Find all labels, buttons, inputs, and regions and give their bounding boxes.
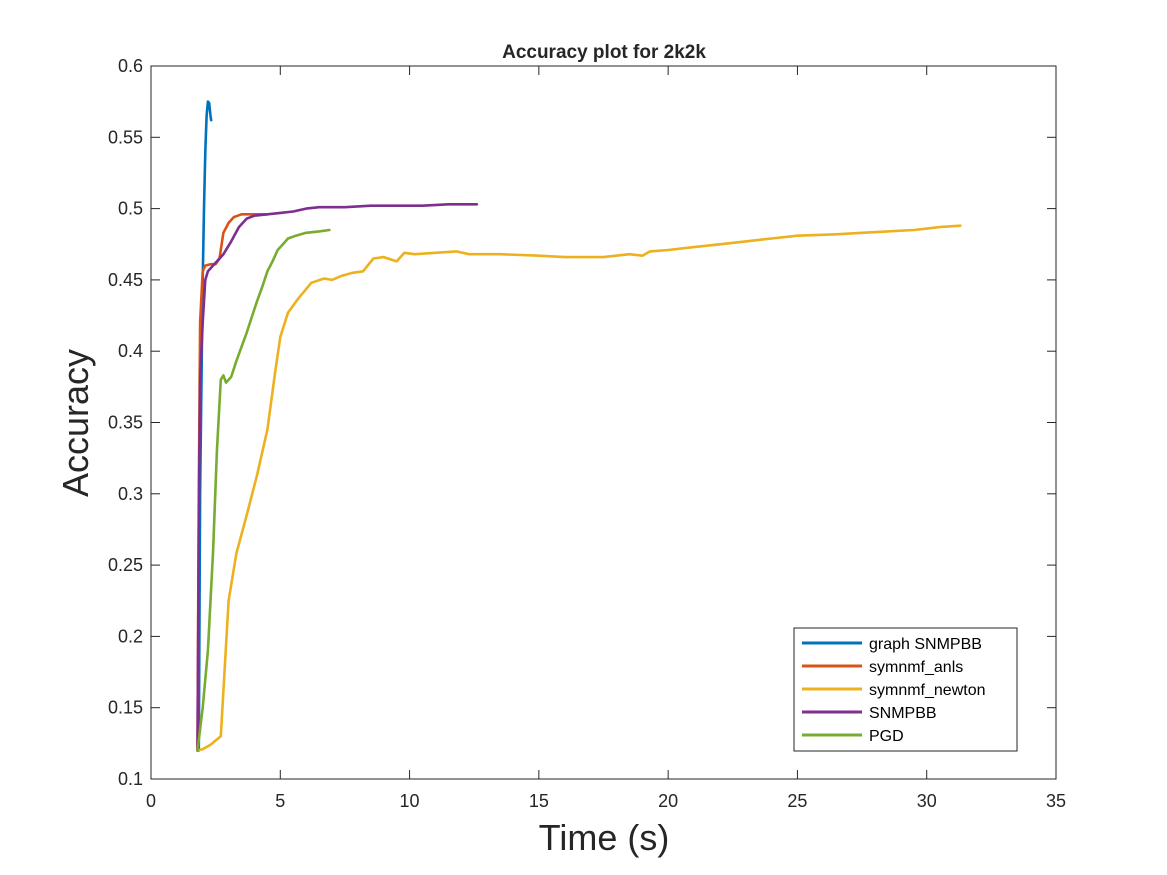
series-line-symnmf-newton <box>196 224 962 752</box>
x-tick-label: 15 <box>529 791 549 811</box>
y-tick-label: 0.6 <box>118 56 143 76</box>
series-line-snmpbb <box>196 203 479 752</box>
x-tick-label: 10 <box>400 791 420 811</box>
y-tick-label: 0.35 <box>108 413 143 433</box>
x-tick-label: 20 <box>658 791 678 811</box>
y-axis-label: Accuracy <box>55 349 96 497</box>
x-tick-label: 35 <box>1046 791 1066 811</box>
y-tick-label: 0.1 <box>118 769 143 789</box>
y-tick-label: 0.4 <box>118 341 143 361</box>
y-tick-label: 0.55 <box>108 127 143 147</box>
x-axis-label: Time (s) <box>539 817 670 858</box>
legend-label: symnmf_anls <box>869 659 963 676</box>
legend-entries: graph SNMPBB symnmf_anls symnmf_newton SNMP… <box>802 636 986 745</box>
y-tick-label: 0.15 <box>108 698 143 718</box>
legend-label: symnmf_newton <box>869 682 986 699</box>
y-tick-label: 0.45 <box>108 270 143 290</box>
x-axis-ticks: 0 5 10 15 20 25 30 35 <box>146 66 1066 811</box>
chart-title: Accuracy plot for 2k2k <box>502 42 706 63</box>
y-tick-label: 0.5 <box>118 199 143 219</box>
legend-label: PGD <box>869 728 904 745</box>
x-tick-label: 0 <box>146 791 156 811</box>
x-tick-label: 30 <box>917 791 937 811</box>
y-tick-label: 0.25 <box>108 555 143 575</box>
y-axis-ticks: 0.1 0.15 0.2 0.25 0.3 0.35 0.4 0.45 0.5 0.55 0.6 <box>108 56 1056 789</box>
series-line-graph-snmpbb <box>197 100 213 752</box>
y-tick-label: 0.2 <box>118 626 143 646</box>
x-tick-label: 25 <box>787 791 807 811</box>
x-tick-label: 5 <box>275 791 285 811</box>
legend-label: SNMPBB <box>869 705 937 722</box>
legend: graph SNMPBB symnmf_anls symnmf_newton SNMP… <box>793 627 1018 752</box>
legend-label: graph SNMPBB <box>869 636 982 653</box>
series-line-pgd <box>196 228 331 752</box>
y-tick-label: 0.3 <box>118 484 143 504</box>
data-series <box>196 100 962 752</box>
